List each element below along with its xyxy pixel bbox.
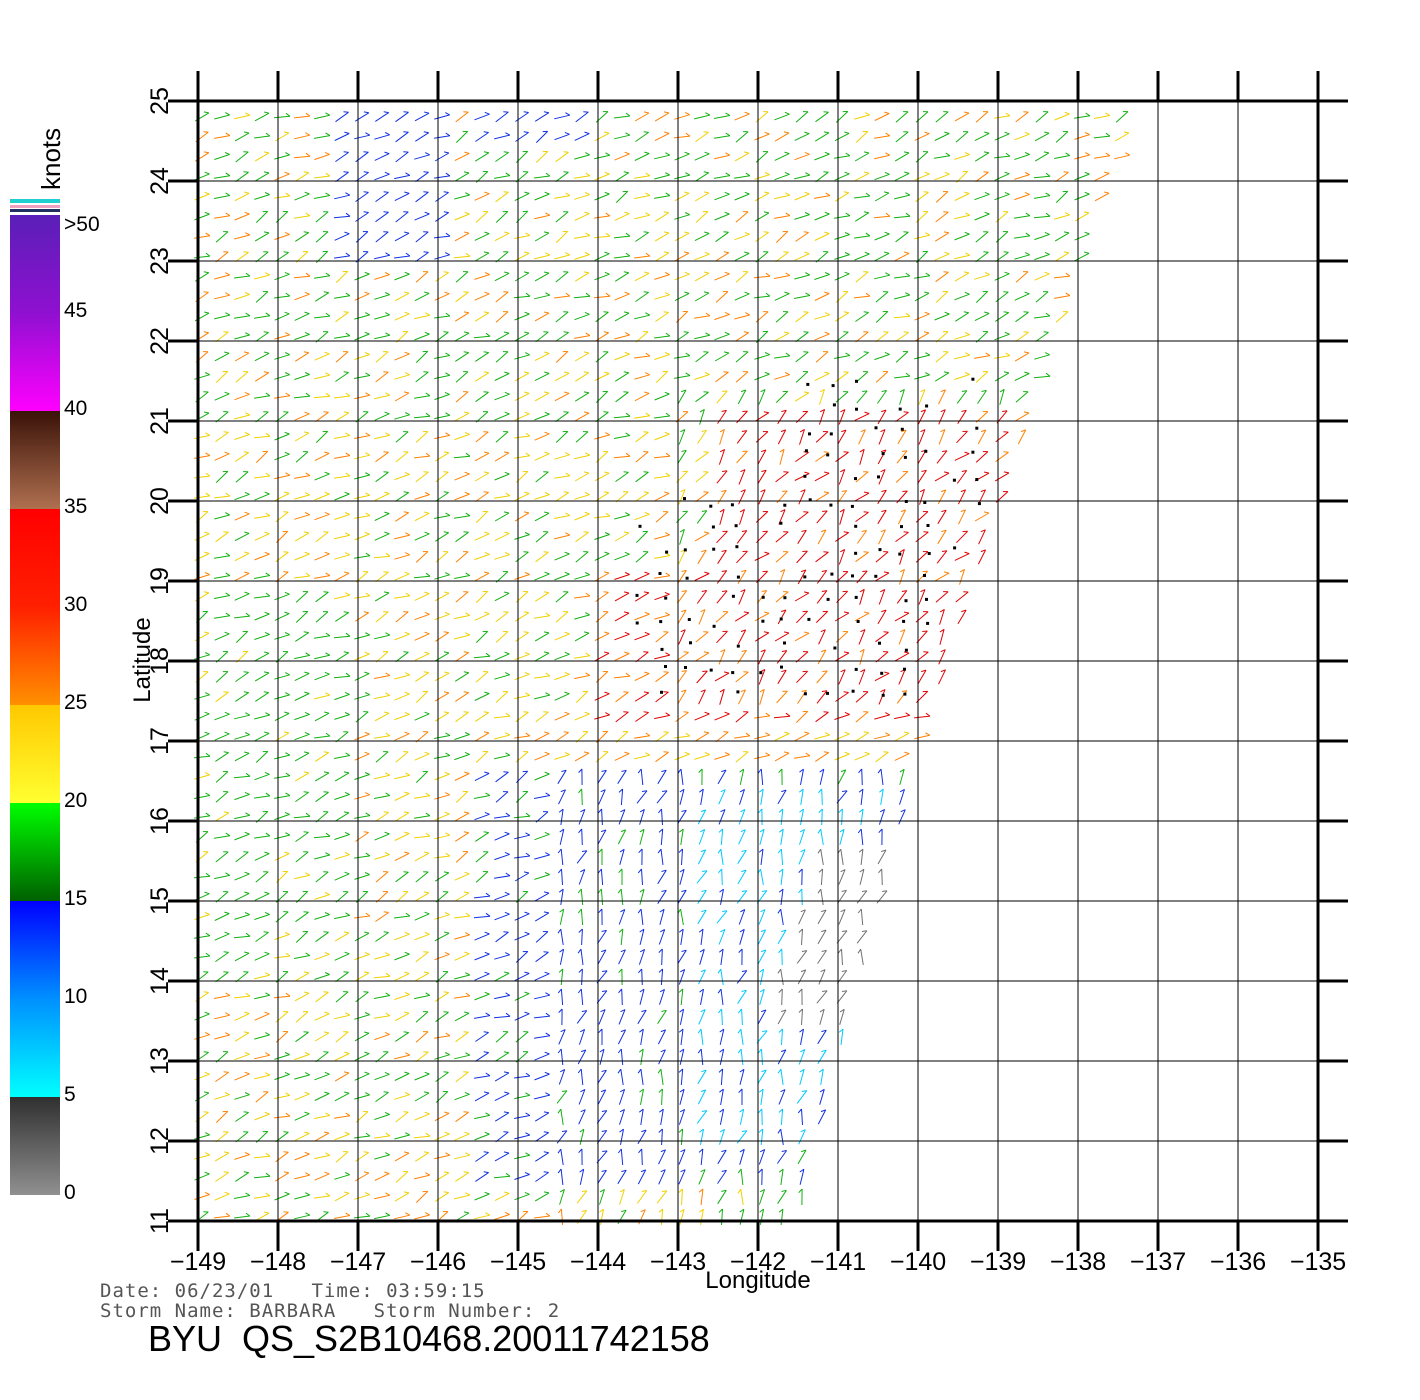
colorbar-label: 20 (64, 789, 87, 812)
y-tick-label: 19 (146, 567, 174, 595)
colorbar-label: 25 (64, 691, 87, 714)
y-axis-label: Latitude (129, 617, 156, 702)
x-tick-label: −142 (730, 1248, 786, 1276)
y-tick-label: 24 (146, 167, 174, 195)
colorbar: knots >50 45 40 35 30 25 20 15 10 5 0 (10, 128, 100, 1204)
x-axis-label: Longitude (705, 1267, 810, 1294)
axis-tick-labels: −149 −148 −147 −146 −145 −144 −143 −142 −141 −140… (146, 87, 1346, 1276)
x-tick-label: −143 (650, 1248, 706, 1276)
colorbar-top-stripe-pink (10, 205, 60, 208)
colorbar-label: 15 (64, 887, 87, 910)
colorbar-top-stripe-cyan (10, 199, 60, 203)
colorbar-top-stripe-navy (10, 209, 60, 212)
y-tick-label: 15 (146, 887, 174, 915)
x-tick-label: −144 (570, 1248, 626, 1276)
y-tick-label: 11 (146, 1208, 174, 1234)
x-tick-label: −138 (1050, 1248, 1106, 1276)
y-tick-label: 13 (146, 1047, 174, 1075)
colorbar-label: 35 (64, 495, 87, 518)
colorbar-label: 40 (64, 397, 87, 420)
x-tick-label: −145 (490, 1248, 546, 1276)
colorbar-label: 30 (64, 593, 87, 616)
y-tick-label: 18 (146, 647, 174, 675)
y-tick-label: 25 (146, 87, 174, 115)
colorbar-label: 5 (64, 1083, 76, 1106)
colorbar-label: 10 (64, 985, 87, 1008)
x-tick-label: −149 (170, 1248, 226, 1276)
wind-vectors (193, 111, 1131, 1226)
colorbar-label: 45 (64, 299, 87, 322)
y-tick-label: 21 (146, 407, 174, 435)
date-time-line: Date: 06/23/01 Time: 03:59:15 (100, 1280, 486, 1302)
colorbar-unit: knots (36, 128, 66, 190)
x-tick-label: −136 (1210, 1248, 1266, 1276)
y-tick-label: 16 (146, 807, 174, 835)
x-tick-label: −140 (890, 1248, 946, 1276)
x-tick-label: −139 (970, 1248, 1026, 1276)
x-tick-label: −137 (1130, 1248, 1186, 1276)
y-tick-label: 14 (146, 967, 174, 995)
x-tick-label: −148 (250, 1248, 306, 1276)
y-tick-label: 23 (146, 247, 174, 275)
x-tick-label: −146 (410, 1248, 466, 1276)
y-tick-label: 17 (146, 727, 174, 755)
y-tick-label: 12 (146, 1127, 174, 1155)
storm-line: Storm Name: BARBARA Storm Number: 2 (100, 1300, 561, 1322)
x-tick-label: −147 (330, 1248, 386, 1276)
grid-lines (168, 71, 1348, 1251)
colorbar-label: 0 (64, 1181, 76, 1204)
y-tick-label: 22 (146, 327, 174, 355)
storm-flags (635, 377, 981, 697)
x-tick-label: −141 (810, 1248, 866, 1276)
colorbar-gradient (10, 215, 60, 1195)
x-tick-label: −135 (1290, 1248, 1346, 1276)
colorbar-label: >50 (64, 213, 100, 236)
y-tick-label: 20 (146, 487, 174, 515)
product-title: BYU QS_S2B10468.20011742158 (148, 1318, 710, 1359)
